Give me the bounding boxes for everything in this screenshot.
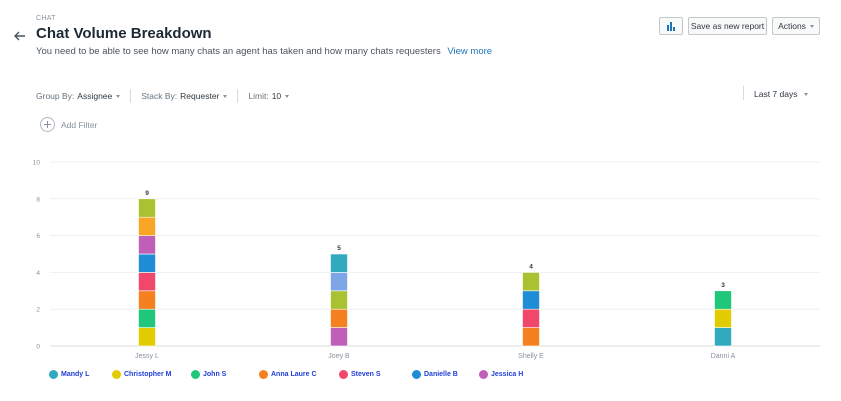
- divider: [237, 89, 239, 103]
- legend-item[interactable]: Jessica H: [479, 370, 539, 379]
- bar-total-label: 3: [721, 282, 725, 289]
- chart-legend: Mandy L Christopher M John S Anna Laure C St…: [49, 370, 539, 379]
- y-tick-label: 2: [36, 307, 40, 314]
- save-as-new-report-button[interactable]: Save as new report: [688, 17, 767, 35]
- stack-by-label: Stack By:: [141, 91, 178, 101]
- page-title: Chat Volume Breakdown: [36, 25, 212, 42]
- bar-segment: [138, 235, 156, 255]
- back-arrow-icon[interactable]: [12, 28, 28, 44]
- chart-type-button[interactable]: [659, 17, 683, 35]
- actions-dropdown[interactable]: Actions: [772, 17, 820, 35]
- bar-segment: [330, 253, 348, 273]
- legend-label: Steven S: [351, 371, 381, 378]
- limit-dropdown[interactable]: Limit: 10: [248, 91, 290, 101]
- limit-value: 10: [271, 91, 282, 101]
- legend-swatch: [112, 370, 121, 379]
- legend-label: Jessica H: [491, 371, 524, 378]
- chevron-down-icon: [285, 94, 290, 98]
- date-range-dropdown[interactable]: Last 7 days: [754, 89, 808, 99]
- legend-label: Christopher M: [124, 371, 172, 378]
- bar-total-label: 9: [145, 190, 149, 197]
- stacked-bar-chart: 0 2 4 6 8 10 9 Jessy L 5 Joey B 4 Shelly E 3 Danni A: [33, 160, 820, 360]
- legend-item[interactable]: Christopher M: [112, 370, 191, 379]
- divider: [130, 89, 132, 103]
- legend-swatch: [412, 370, 421, 379]
- legend-label: Mandy L: [61, 371, 90, 378]
- date-range-value: Last 7 days: [754, 89, 798, 99]
- add-filter-button[interactable]: Add Filter: [40, 117, 97, 132]
- y-tick-label: 10: [33, 160, 41, 167]
- bar-segment: [330, 327, 348, 347]
- bar-segment: [522, 308, 540, 328]
- bar-chart-icon: [667, 21, 675, 31]
- group-by-label: Group By:: [36, 91, 75, 101]
- x-tick-label: Danni A: [711, 353, 736, 360]
- add-filter-label: Add Filter: [61, 119, 98, 130]
- y-tick-label: 4: [36, 270, 40, 277]
- report-description: You need to be able to see how many chat…: [36, 46, 492, 57]
- bar-segment: [138, 253, 156, 273]
- bar-segment: [138, 198, 156, 218]
- bar-segment: [138, 308, 156, 328]
- chevron-down-icon: [803, 93, 808, 97]
- y-tick-label: 6: [36, 233, 40, 240]
- x-tick-label: Jessy L: [135, 353, 159, 360]
- group-by-dropdown[interactable]: Group By: Assignee: [36, 91, 121, 101]
- legend-item[interactable]: Steven S: [339, 370, 412, 379]
- bar-segment: [138, 290, 156, 310]
- description-text: You need to be able to see how many chat…: [36, 46, 441, 57]
- chevron-down-icon: [116, 94, 121, 98]
- chevron-down-icon: [809, 24, 814, 28]
- bar-segment: [330, 308, 348, 328]
- x-tick-label: Joey B: [328, 353, 350, 360]
- y-tick-label: 0: [36, 344, 40, 351]
- legend-item[interactable]: Danielle B: [412, 370, 479, 379]
- chevron-down-icon: [223, 94, 228, 98]
- bar-segment: [522, 272, 540, 292]
- bar-segment: [714, 327, 732, 347]
- legend-label: Danielle B: [424, 371, 458, 378]
- bar-segment: [138, 216, 156, 236]
- legend-swatch: [479, 370, 488, 379]
- bar-segment: [522, 290, 540, 310]
- bar-segment: [138, 327, 156, 347]
- legend-label: John S: [203, 371, 227, 378]
- legend-item[interactable]: John S: [191, 370, 259, 379]
- legend-swatch: [49, 370, 58, 379]
- bar-segment: [522, 327, 540, 347]
- divider: [743, 86, 744, 100]
- bar-segment: [138, 272, 156, 292]
- plus-circle-icon: [40, 117, 55, 132]
- bar-segment: [714, 308, 732, 328]
- bar-total-label: 5: [337, 245, 341, 252]
- stack-by-dropdown[interactable]: Stack By: Requester: [141, 91, 228, 101]
- bar-total-label: 4: [529, 263, 533, 270]
- report-category: CHAT: [36, 15, 56, 22]
- limit-label: Limit:: [248, 91, 269, 101]
- bar-segment: [330, 290, 348, 310]
- legend-item[interactable]: Anna Laure C: [259, 370, 339, 379]
- x-tick-label: Shelly E: [518, 353, 544, 360]
- bar-segment: [714, 290, 732, 310]
- legend-swatch: [191, 370, 200, 379]
- bar-segment: [330, 272, 348, 292]
- view-more-link[interactable]: View more: [447, 46, 493, 57]
- filter-bar: Group By: Assignee Stack By: Requester L…: [36, 89, 290, 103]
- legend-item[interactable]: Mandy L: [49, 370, 112, 379]
- y-tick-label: 8: [36, 196, 40, 203]
- group-by-value: Assignee: [77, 91, 113, 101]
- legend-swatch: [259, 370, 268, 379]
- stack-by-value: Requester: [180, 91, 220, 101]
- actions-label: Actions: [778, 21, 806, 31]
- legend-label: Anna Laure C: [271, 371, 317, 378]
- legend-swatch: [339, 370, 348, 379]
